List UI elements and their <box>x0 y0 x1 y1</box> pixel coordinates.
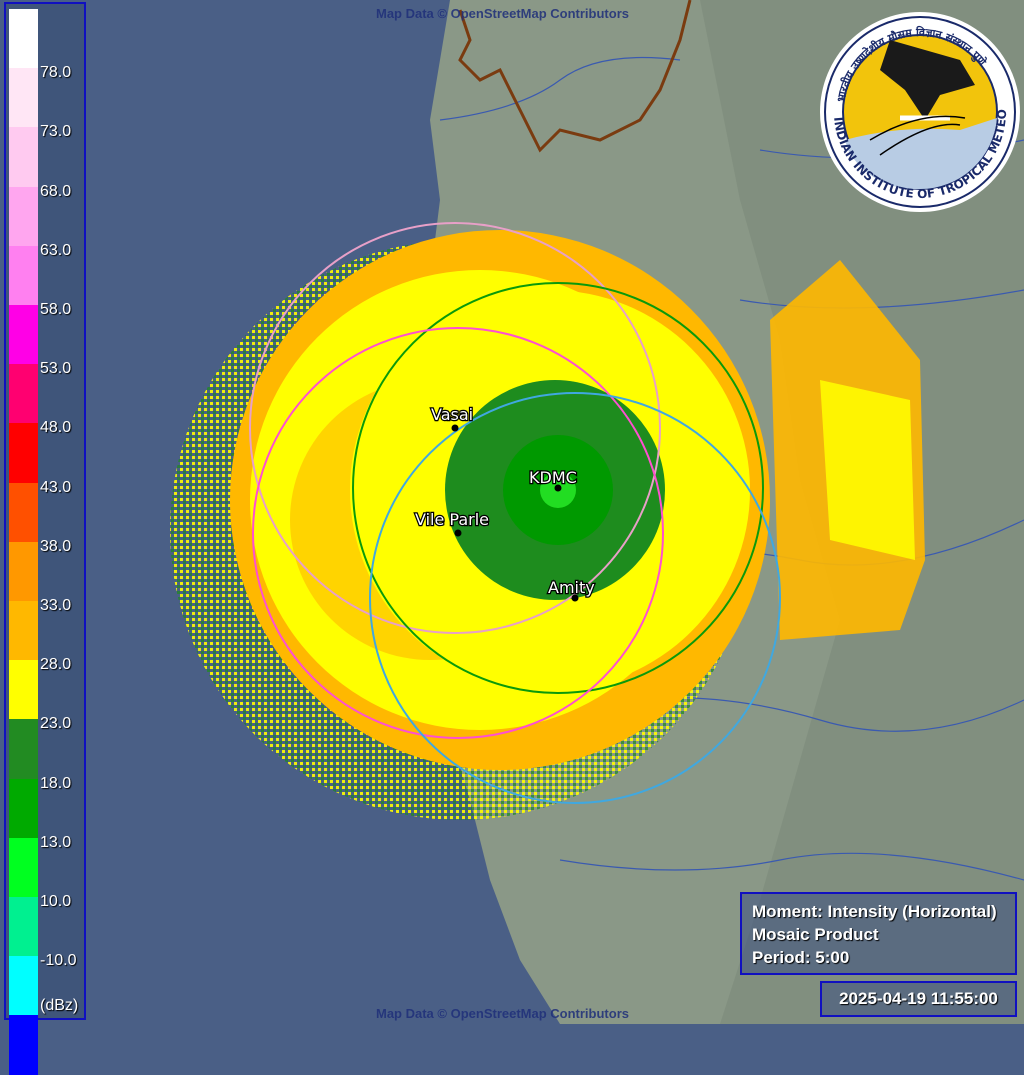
site-label-vile-parle: Vile Parle <box>415 510 489 529</box>
legend-tick-label: 43.0 <box>40 478 72 496</box>
legend-tick-label: 38.0 <box>40 537 72 555</box>
legend-tick-label: -10.0 <box>40 952 77 970</box>
legend-swatch <box>9 482 38 543</box>
legend-swatch <box>9 897 38 957</box>
site-dot-kdmc[interactable] <box>554 484 562 492</box>
legend-tick-label: 10.0 <box>40 893 72 910</box>
legend-swatch <box>9 541 38 602</box>
legend-tick-label: 68.0 <box>40 182 72 200</box>
legend-tick-label: 48.0 <box>40 419 72 437</box>
range-ring-vile-parle <box>252 327 664 739</box>
legend-swatch <box>9 9 38 69</box>
legend-tick-label: 63.0 <box>40 241 72 259</box>
legend-swatch <box>9 364 38 424</box>
moment-label: Moment: Intensity (Horizontal) <box>752 902 997 921</box>
legend-tick-label: 23.0 <box>40 715 72 733</box>
legend-swatch <box>9 423 38 484</box>
site-label-kdmc: KDMC <box>529 468 577 487</box>
site-dot-vile-parle[interactable] <box>454 529 462 537</box>
map-attribution-top: Map Data © OpenStreetMap Contributors <box>376 6 629 21</box>
legend-swatch <box>9 245 38 306</box>
map-attribution-bottom: Map Data © OpenStreetMap Contributors <box>376 1006 629 1021</box>
product-info-panel: Moment: Intensity (Horizontal) Mosaic Pr… <box>740 892 1017 975</box>
legend-swatch <box>9 660 38 720</box>
legend-swatch <box>9 956 38 1016</box>
site-dot-vasai[interactable] <box>451 424 459 432</box>
legend-swatch <box>9 127 38 188</box>
legend-tick-label: 73.0 <box>40 123 72 141</box>
legend-swatch <box>9 837 38 898</box>
state-border <box>458 0 692 153</box>
legend-tick-label: 53.0 <box>40 360 72 378</box>
legend-tick-label: 28.0 <box>40 656 72 674</box>
site-label-amity: Amity <box>548 578 595 597</box>
range-ring-kdmc <box>352 282 764 694</box>
site-markers <box>451 424 579 602</box>
radar-map[interactable]: Vasai KDMC Vile Parle Amity INDIAN INSTI… <box>0 0 1024 1024</box>
legend-tick-label: 33.0 <box>40 597 72 614</box>
legend-unit: (dBz) <box>40 997 79 1014</box>
range-ring-vasai <box>249 222 661 634</box>
legend-tick-label: 18.0 <box>40 774 72 792</box>
legend-swatch <box>9 68 38 128</box>
legend-swatch <box>9 1015 38 1075</box>
period-label: Period: 5:00 <box>752 948 850 967</box>
site-label-vasai: Vasai <box>431 405 473 424</box>
legend-swatch <box>9 601 38 661</box>
range-ring-amity <box>369 392 781 804</box>
product-label: Mosaic Product <box>752 925 879 944</box>
timestamp-label: 2025-04-19 11:55:00 <box>839 989 998 1008</box>
legend-swatch <box>9 778 38 839</box>
legend-swatch <box>9 186 38 247</box>
legend-tick-label: 13.0 <box>40 833 72 851</box>
range-rings <box>249 222 781 804</box>
legend-swatch <box>9 719 38 780</box>
legend-tick-label: 78.0 <box>40 64 72 82</box>
timestamp-panel: 2025-04-19 11:55:00 <box>820 981 1017 1017</box>
legend-swatch <box>9 305 38 365</box>
color-scale-legend: 78.0 73.0 68.0 63.0 58.0 53.0 48.0 43.0 38.0 33.0… <box>4 2 86 1075</box>
site-dot-amity[interactable] <box>571 594 579 602</box>
legend-tick-label: 58.0 <box>40 301 72 318</box>
